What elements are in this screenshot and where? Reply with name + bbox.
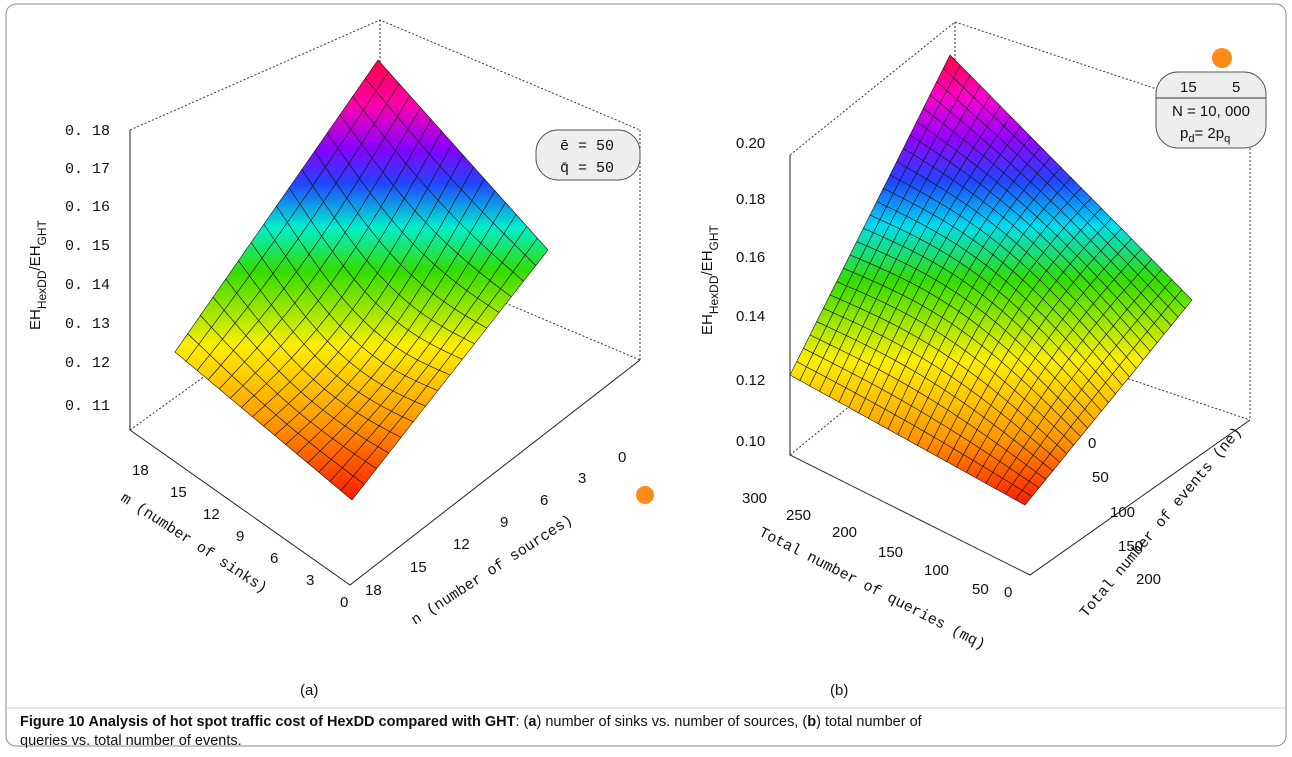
tick: 250 [786, 507, 811, 524]
tick: 0. 11 [65, 398, 110, 415]
legend-b [1155, 71, 1267, 149]
t: GHT [707, 224, 721, 250]
legend-text: pd= 2pq [1180, 125, 1230, 145]
tick: 6 [540, 492, 548, 509]
t: EH [699, 250, 716, 271]
z-ticks-a: 0. 18 0. 17 0. 16 0. 15 0. 14 0. 13 0. 1… [65, 123, 110, 415]
panel-caption: (b) [830, 682, 848, 699]
t: Analysis of hot spot traffic cost of Hex… [89, 714, 516, 730]
m-label: m (number of sinks) [117, 490, 270, 597]
tick: 12 [203, 506, 220, 523]
tick: 0.10 [736, 433, 765, 450]
figure-caption: Figure 10 Analysis of hot spot traffic c… [20, 714, 923, 730]
e-label: Total number of events (ne) [1077, 424, 1246, 621]
legend-text: N = 10, 000 [1172, 103, 1250, 120]
tick: 300 [742, 490, 767, 507]
z-label: EHHexDD/EHGHT [699, 224, 721, 335]
t: = 2p [1194, 125, 1224, 142]
tick: 0.16 [736, 249, 765, 266]
tick: 6 [270, 550, 278, 567]
tick: 15 [410, 559, 427, 576]
t: EH [27, 245, 44, 266]
t: q [1224, 133, 1230, 145]
tick: 18 [132, 462, 149, 479]
m-ticks: 18 15 12 9 6 3 0 [132, 462, 348, 611]
surface-cell [174, 333, 200, 362]
tick: 200 [832, 524, 857, 541]
t: EH [27, 309, 44, 330]
tick: 0. 12 [65, 355, 110, 372]
tick: 0 [340, 594, 348, 611]
t: a [528, 714, 537, 730]
tick: 0. 17 [65, 161, 110, 178]
q-ticks: 300 250 200 150 100 50 0 [742, 490, 1012, 601]
tick: 3 [578, 470, 586, 487]
tick: 50 [972, 581, 989, 598]
flame-icon [1212, 48, 1232, 68]
q-label: Total number of queries (mq) [756, 524, 988, 654]
t: HexDD [35, 270, 49, 309]
e-ticks: 0 50 100 150 200 [1088, 435, 1161, 588]
legend-text: 15 [1180, 79, 1197, 96]
tick: 0. 15 [65, 238, 110, 255]
tick: 150 [1118, 538, 1143, 555]
legend-text: q̄ = 50 [560, 160, 614, 177]
axes-box-a [129, 19, 641, 586]
flame-icon [636, 486, 654, 504]
tick: 0. 13 [65, 316, 110, 333]
t: : ( [516, 714, 529, 730]
tick: 0.14 [736, 308, 765, 325]
t: b [807, 714, 816, 730]
tick: 0.12 [736, 372, 765, 389]
legend-a [535, 129, 641, 181]
t: Figure 10 [20, 714, 84, 730]
tick: 150 [878, 544, 903, 561]
t: GHT [35, 219, 49, 245]
z-label: EHHexDD/EHGHT [27, 219, 49, 330]
tick: 0 [618, 449, 626, 466]
t: ) number of sinks vs. number of sources,… [536, 714, 807, 730]
tick: 9 [500, 514, 508, 531]
tick: 0. 14 [65, 277, 110, 294]
panel-caption: (a) [300, 682, 318, 699]
surface-cell [789, 361, 807, 381]
t: EH [699, 314, 716, 335]
tick: 18 [365, 582, 382, 599]
tick: 0.18 [736, 191, 765, 208]
tick: 0.20 [736, 135, 765, 152]
tick: 0. 18 [65, 123, 110, 140]
t: p [1180, 125, 1188, 142]
tick: 0. 16 [65, 199, 110, 216]
tick: 100 [1110, 504, 1135, 521]
t: / [27, 265, 44, 270]
tick: 12 [453, 536, 470, 553]
t: d [1188, 133, 1194, 145]
tick: 0 [1004, 584, 1012, 601]
tick: 50 [1092, 469, 1109, 486]
tick: 200 [1136, 571, 1161, 588]
n-ticks: 18 15 12 9 6 3 0 [365, 449, 626, 599]
z-ticks-b: 0.20 0.18 0.16 0.14 0.12 0.10 [736, 135, 765, 450]
tick: 15 [170, 484, 187, 501]
t: ) total number of [816, 714, 923, 730]
t: / [699, 270, 716, 275]
frame [5, 3, 1287, 747]
t: HexDD [707, 275, 721, 314]
n-label: n (number of sources) [408, 512, 576, 629]
tick: 3 [306, 572, 314, 589]
tick: 9 [236, 528, 244, 545]
legend-text: 5 [1232, 79, 1240, 96]
figure-caption: queries vs. total number of events. [20, 733, 242, 749]
legend-text: ē = 50 [560, 138, 614, 155]
tick: 0 [1088, 435, 1096, 452]
tick: 100 [924, 562, 949, 579]
